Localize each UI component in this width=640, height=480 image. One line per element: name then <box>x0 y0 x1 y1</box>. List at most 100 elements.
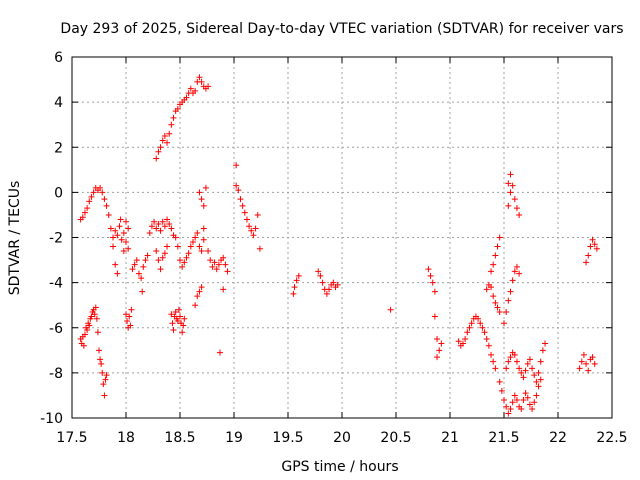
data-point <box>295 272 302 279</box>
data-point <box>175 306 182 313</box>
data-point <box>213 266 220 273</box>
data-point <box>205 248 212 255</box>
data-point <box>455 338 462 345</box>
data-point <box>462 336 469 343</box>
data-point <box>96 347 102 354</box>
data-point <box>585 367 592 374</box>
data-point <box>100 381 107 388</box>
data-point <box>103 372 110 379</box>
data-point <box>475 315 482 322</box>
data-point <box>531 372 538 379</box>
data-point <box>97 356 104 363</box>
data-point <box>516 365 523 372</box>
data-point <box>164 243 171 250</box>
data-point <box>427 272 434 279</box>
data-point <box>237 196 244 203</box>
data-point <box>148 223 155 230</box>
data-point <box>166 130 173 137</box>
data-point <box>503 365 510 372</box>
data-point <box>233 162 240 169</box>
data-point <box>161 223 168 230</box>
data-point <box>516 270 523 277</box>
data-point <box>507 189 514 196</box>
data-point <box>488 268 495 275</box>
data-point <box>127 322 134 329</box>
data-point <box>135 270 142 277</box>
data-point <box>330 279 337 286</box>
data-point <box>110 243 117 250</box>
data-point <box>153 248 160 255</box>
data-point <box>459 340 466 347</box>
data-point <box>224 268 231 275</box>
data-point <box>518 369 525 376</box>
data-point <box>194 293 201 300</box>
data-point <box>161 250 168 257</box>
data-point <box>144 252 151 259</box>
data-point <box>505 410 512 417</box>
data-point <box>86 322 93 329</box>
data-point <box>496 234 503 241</box>
data-point <box>211 259 218 266</box>
data-point <box>80 342 87 349</box>
tick-labels: 17.5 18 18.5 19 19.5 20 20.5 21 21.5 22 22.5-10-8-… <box>40 50 627 446</box>
data-point <box>207 257 214 264</box>
y-tick-label: 2 <box>54 140 63 156</box>
x-tick-label: 21 <box>441 430 459 446</box>
data-point <box>535 369 542 376</box>
data-point <box>159 218 166 225</box>
data-point <box>155 148 162 155</box>
data-point <box>181 315 188 322</box>
data-point <box>293 277 300 284</box>
y-tick-label: -4 <box>49 276 63 292</box>
data-point <box>537 358 544 365</box>
data-point <box>114 270 121 277</box>
plot-frame <box>71 56 613 419</box>
data-point <box>326 286 333 293</box>
data-point <box>98 360 105 367</box>
data-point <box>580 351 587 358</box>
data-points <box>77 74 600 417</box>
data-point <box>170 114 177 121</box>
data-point <box>425 266 432 273</box>
data-point <box>196 74 203 81</box>
data-point <box>124 317 131 324</box>
data-point <box>185 250 192 257</box>
data-point <box>157 266 164 273</box>
data-point <box>192 87 199 94</box>
data-point <box>101 196 108 203</box>
data-point <box>524 360 531 367</box>
data-point <box>174 243 181 250</box>
data-point <box>142 257 149 264</box>
data-point <box>157 144 164 151</box>
data-point <box>105 211 112 218</box>
y-axis-label: SDTVAR / TECUs <box>7 181 23 296</box>
data-point <box>157 227 164 234</box>
data-point <box>153 225 160 232</box>
data-point <box>125 245 132 252</box>
data-point <box>507 171 514 178</box>
x-tick-label: 20 <box>333 430 351 446</box>
data-point <box>505 358 512 365</box>
x-axis-label: GPS time / hours <box>281 459 398 475</box>
data-point <box>434 354 441 361</box>
data-point <box>168 311 175 318</box>
data-point <box>79 214 86 221</box>
data-point <box>591 241 598 248</box>
data-point <box>576 365 583 372</box>
data-point <box>436 347 443 354</box>
data-point <box>222 261 229 268</box>
data-point <box>138 275 145 282</box>
data-point <box>507 288 514 295</box>
data-point <box>92 304 99 311</box>
data-point <box>169 320 176 327</box>
data-point <box>490 358 497 365</box>
data-point <box>483 286 490 293</box>
data-point <box>180 322 187 329</box>
data-point <box>161 132 168 139</box>
data-point <box>537 376 544 383</box>
data-point <box>187 243 194 250</box>
data-point <box>198 248 205 255</box>
data-point <box>485 342 492 349</box>
data-point <box>168 225 175 232</box>
data-point <box>205 83 212 90</box>
